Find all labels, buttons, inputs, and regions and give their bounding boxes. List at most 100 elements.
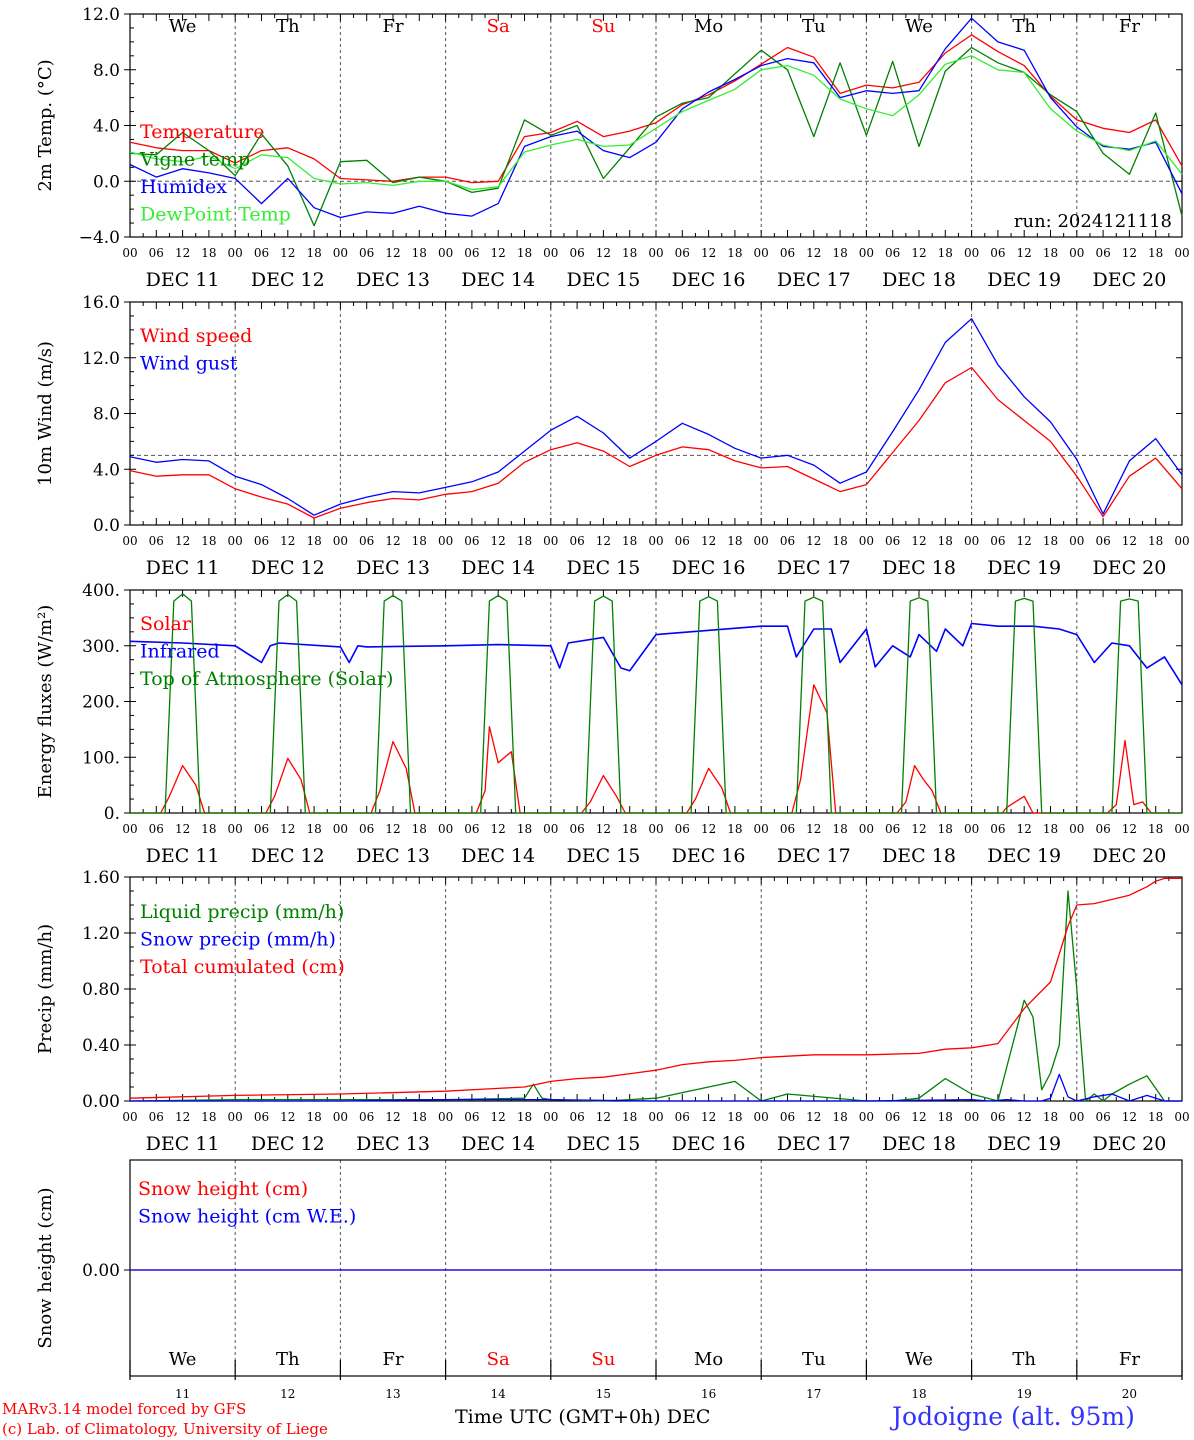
- panel-frame: [129, 301, 1183, 526]
- day-label: DEC 18: [882, 1133, 956, 1155]
- hour-tick-label: 06: [990, 246, 1005, 260]
- legend-entry: Vigne temp: [139, 149, 250, 171]
- hour-tick-label: 00: [1069, 534, 1084, 548]
- hour-tick-label: 00: [122, 822, 137, 836]
- y-tick-label: 0.40: [82, 1036, 120, 1056]
- hour-tick-label: 00: [754, 534, 769, 548]
- y-tick-label: 0.00: [82, 1261, 120, 1281]
- y-tick-label: 4.0: [93, 117, 120, 137]
- legend-entry: Solar: [140, 613, 192, 635]
- hour-tick-label: 18: [832, 534, 847, 548]
- hour-tick-label: 12: [1122, 534, 1137, 548]
- hour-tick-label: 06: [990, 534, 1005, 548]
- hour-tick-label: 06: [1095, 534, 1110, 548]
- hour-tick-label: 06: [885, 246, 900, 260]
- day-label: DEC 16: [672, 269, 746, 291]
- hour-tick-label: 06: [464, 246, 479, 260]
- hour-tick-label: 00: [964, 822, 979, 836]
- hour-tick-label: 12: [596, 1110, 611, 1124]
- hour-tick-label: 06: [149, 822, 164, 836]
- y-tick-label: 0.00: [82, 1092, 120, 1112]
- series-line: [129, 318, 1183, 516]
- hour-tick-label: 06: [569, 246, 584, 260]
- hour-tick-label: 06: [885, 534, 900, 548]
- hour-tick-label: 18: [622, 1110, 637, 1124]
- hour-tick-label: 06: [990, 822, 1005, 836]
- day-number-label: 19: [1017, 1387, 1032, 1401]
- hour-tick-label: 12: [491, 246, 506, 260]
- hour-tick-label: 18: [1148, 822, 1163, 836]
- day-label: DEC 17: [777, 557, 851, 579]
- panel-2: 16.0 12.0 8.0 4.0 0.0 10m Wind (m/s) Wind spee…: [35, 293, 1190, 579]
- hour-tick-label: 12: [385, 822, 400, 836]
- hour-tick-label: 18: [306, 1110, 321, 1124]
- day-number-label: 15: [596, 1387, 611, 1401]
- y-tick-label: 0.0: [93, 172, 120, 192]
- weekday-label: Fr: [382, 16, 403, 37]
- weekday-label: Su: [591, 1349, 615, 1370]
- hour-tick-label: 00: [964, 246, 979, 260]
- day-label: DEC 14: [461, 1133, 535, 1155]
- hour-tick-label: 00: [964, 1110, 979, 1124]
- hour-tick-label: 18: [1148, 534, 1163, 548]
- legend-entry: Total cumulated (cm): [140, 956, 345, 978]
- hour-tick-label: 00: [333, 246, 348, 260]
- weekday-label: Fr: [1119, 1349, 1140, 1370]
- day-label: DEC 18: [882, 557, 956, 579]
- hour-tick-label: 12: [175, 534, 190, 548]
- hour-tick-label: 00: [964, 534, 979, 548]
- hour-tick-label: 06: [675, 246, 690, 260]
- day-label: DEC 20: [1092, 1133, 1166, 1155]
- hour-tick-label: 12: [491, 1110, 506, 1124]
- hour-tick-label: 00: [648, 1110, 663, 1124]
- day-number-label: 16: [701, 1387, 716, 1401]
- hour-tick-label: 06: [780, 822, 795, 836]
- hour-tick-label: 06: [780, 246, 795, 260]
- legend-entry: Temperature: [140, 121, 264, 143]
- weekday-label: Th: [276, 1349, 300, 1370]
- hour-tick-label: 00: [228, 246, 243, 260]
- hour-tick-label: 00: [648, 534, 663, 548]
- hour-tick-label: 00: [1069, 246, 1084, 260]
- hour-tick-label: 06: [569, 534, 584, 548]
- y-axis-label: 10m Wind (m/s): [35, 341, 56, 486]
- legend-entry: DewPoint Temp: [140, 204, 291, 226]
- hour-tick-label: 18: [201, 1110, 216, 1124]
- hour-tick-label: 00: [648, 822, 663, 836]
- y-tick-label: 0.0: [93, 516, 120, 536]
- hour-tick-label: 12: [385, 1110, 400, 1124]
- panel-3: 400. 300. 200. 100. 0. Energy fluxes (W/m²) So…: [35, 581, 1190, 867]
- hour-tick-label: 12: [701, 822, 716, 836]
- legend-entry: Snow height (cm W.E.): [138, 1206, 356, 1228]
- hour-tick-label: 00: [122, 1110, 137, 1124]
- hour-tick-label: 06: [885, 1110, 900, 1124]
- hour-tick-label: 18: [517, 1110, 532, 1124]
- y-tick-label: 400.: [82, 581, 120, 601]
- y-tick-label: −4.0: [79, 228, 120, 248]
- day-label: DEC 19: [987, 845, 1061, 867]
- hour-tick-label: 06: [254, 1110, 269, 1124]
- y-tick-label: 300.: [82, 637, 120, 657]
- weekday-label: Su: [591, 16, 615, 37]
- day-label: DEC 15: [566, 845, 640, 867]
- hour-tick-label: 06: [569, 1110, 584, 1124]
- hour-tick-label: 06: [254, 246, 269, 260]
- day-label: DEC 18: [882, 269, 956, 291]
- day-label: DEC 14: [461, 557, 535, 579]
- hour-tick-label: 06: [359, 534, 374, 548]
- hour-tick-label: 06: [675, 822, 690, 836]
- weekday-label: We: [169, 1349, 197, 1370]
- hour-tick-label: 06: [1095, 1110, 1110, 1124]
- hour-tick-label: 18: [727, 534, 742, 548]
- weekday-label: Tu: [802, 16, 826, 37]
- day-label: DEC 19: [987, 1133, 1061, 1155]
- series-line: [129, 46, 1183, 227]
- hour-tick-label: 06: [149, 534, 164, 548]
- weekday-label: We: [905, 16, 933, 37]
- hour-tick-label: 00: [543, 1110, 558, 1124]
- hour-tick-label: 18: [517, 822, 532, 836]
- hour-tick-label: 18: [832, 246, 847, 260]
- day-number-label: 14: [491, 1387, 507, 1401]
- panel-1: 12.0 8.0 4.0 0.0 −4.0 2m Temp. (°C) Temperatur…: [35, 5, 1190, 291]
- day-label: DEC 13: [356, 845, 430, 867]
